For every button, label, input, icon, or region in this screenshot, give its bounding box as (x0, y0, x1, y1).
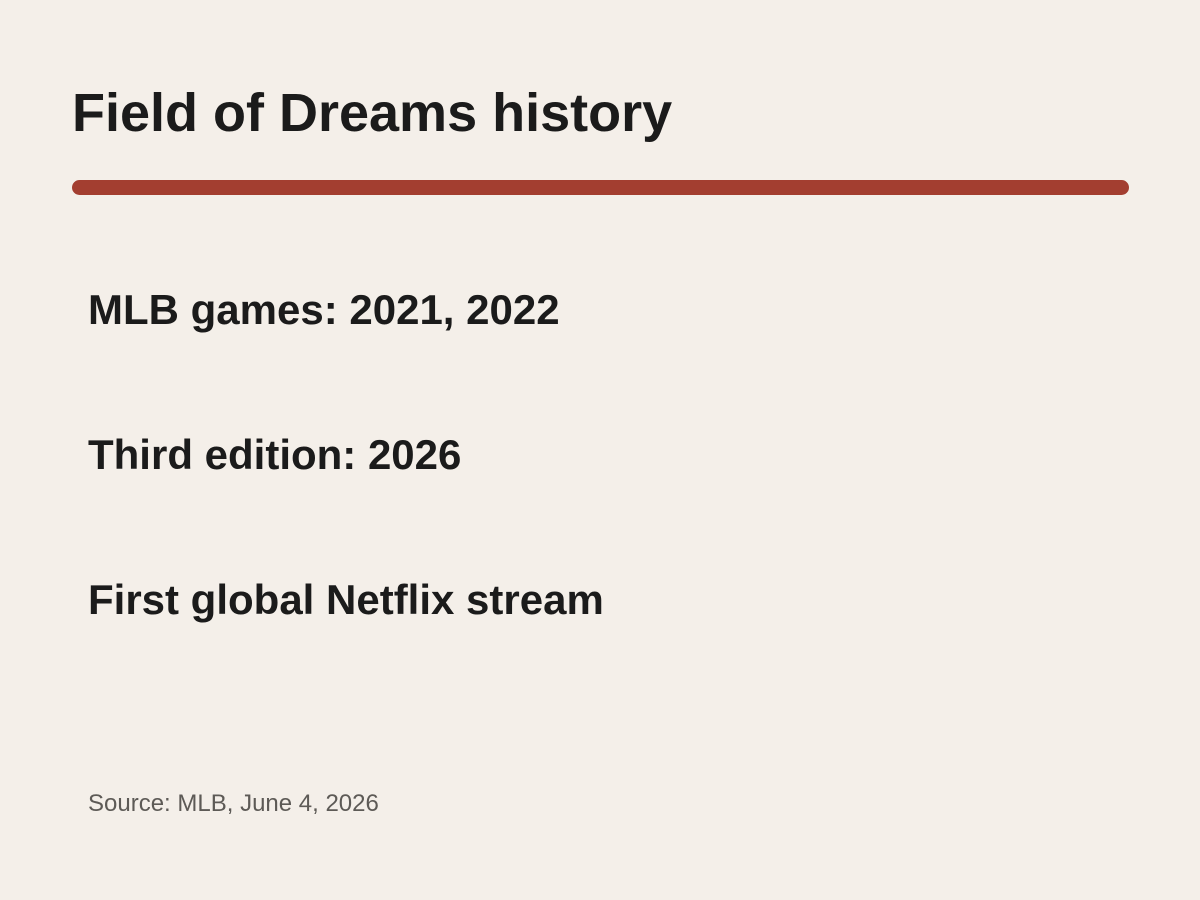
fact-third-edition: Third edition: 2026 (88, 431, 462, 478)
fact-list: MLB games: 2021, 2022 Third edition: 202… (88, 284, 604, 719)
slide-title: Field of Dreams history (72, 83, 673, 143)
fact-netflix-stream: First global Netflix stream (88, 576, 604, 623)
source-note: Source: MLB, June 4, 2026 (88, 790, 379, 817)
accent-rule (72, 180, 1129, 195)
fact-mlb-games: MLB games: 2021, 2022 (88, 286, 560, 333)
